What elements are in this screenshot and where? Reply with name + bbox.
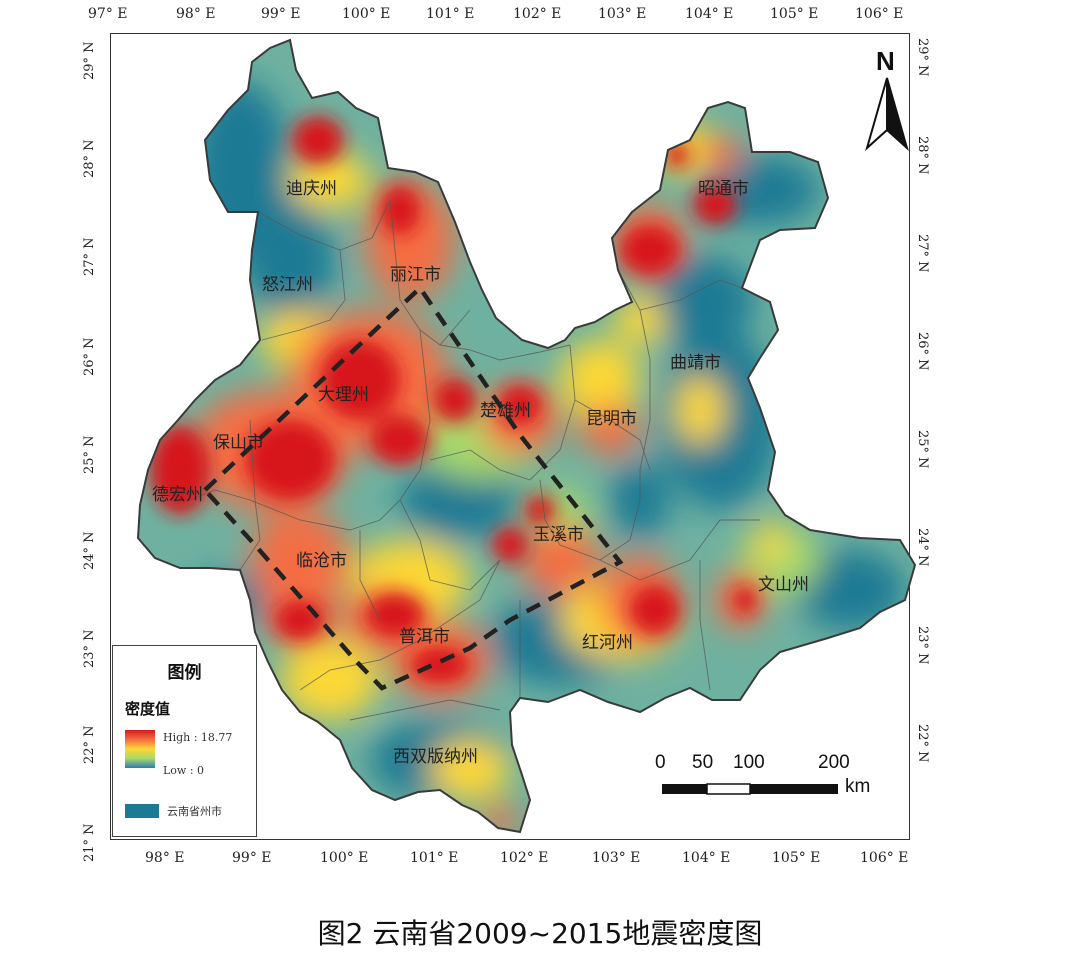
legend-color-ramp	[125, 730, 155, 768]
lon-label: 104° E	[682, 850, 731, 866]
lon-label: 99° E	[232, 850, 272, 866]
region-label-chuxiong: 楚雄州	[480, 401, 531, 421]
region-label-dehong: 德宏州	[152, 485, 203, 505]
lon-label: 100° E	[320, 850, 369, 866]
region-label-baoshan: 保山市	[213, 433, 264, 453]
region-label-lincang: 临沧市	[296, 551, 347, 571]
legend-density-label: 密度值	[125, 700, 171, 718]
lon-label: 105° E	[770, 6, 819, 22]
seismic-zone-outline	[201, 284, 624, 691]
lon-label: 101° E	[410, 850, 459, 866]
figure-caption: 图2 云南省2009~2015地震密度图	[317, 917, 763, 950]
lon-label: 102° E	[513, 6, 562, 22]
legend-boundary-label: 云南省州市	[167, 805, 222, 818]
region-label-lijiang: 丽江市	[390, 265, 441, 285]
scale-tick-200: 200	[818, 752, 850, 773]
lon-label: 99° E	[261, 6, 301, 22]
region-label-wenshan: 文山州	[758, 575, 809, 595]
legend: 图例 密度值 High : 18.77 Low : 0 云南省州市	[112, 645, 257, 837]
scale-tick-0: 0	[655, 752, 666, 773]
lon-label: 98° E	[176, 6, 216, 22]
scale-tick-100: 100	[733, 752, 765, 773]
north-arrow-icon	[865, 77, 909, 152]
lon-label: 100° E	[342, 6, 391, 22]
scale-unit: km	[845, 776, 871, 797]
region-label-nujiang: 怒江州	[262, 275, 313, 295]
region-label-honghe: 红河州	[582, 633, 633, 653]
lon-label: 106° E	[855, 6, 904, 22]
region-label-yuxi: 玉溪市	[533, 525, 584, 545]
legend-high-label: High : 18.77	[163, 731, 233, 744]
region-label-puer: 普洱市	[399, 627, 450, 647]
legend-boundary-swatch	[125, 804, 159, 818]
legend-low-label: Low : 0	[163, 764, 205, 777]
lon-label: 105° E	[772, 850, 821, 866]
prefecture-boundaries	[189, 199, 760, 721]
north-letter: N	[876, 46, 895, 76]
lon-label: 106° E	[860, 850, 909, 866]
lon-label: 104° E	[685, 6, 734, 22]
region-label-dali: 大理州	[318, 385, 369, 405]
legend-title: 图例	[167, 663, 202, 683]
region-label-zhaotong: 昭通市	[698, 179, 749, 199]
region-label-diqing: 迪庆州	[286, 179, 337, 199]
lon-label: 103° E	[592, 850, 641, 866]
scale-bar	[662, 783, 838, 795]
lon-label: 97° E	[88, 6, 128, 22]
region-label-kunming: 昆明市	[586, 409, 637, 429]
lon-label: 101° E	[426, 6, 475, 22]
region-label-qujing: 曲靖市	[670, 353, 721, 373]
lon-label: 103° E	[598, 6, 647, 22]
lon-label: 98° E	[145, 850, 185, 866]
region-label-xishuangbanna: 西双版纳州	[393, 747, 478, 767]
lon-label: 102° E	[500, 850, 549, 866]
scale-tick-50: 50	[692, 752, 714, 773]
